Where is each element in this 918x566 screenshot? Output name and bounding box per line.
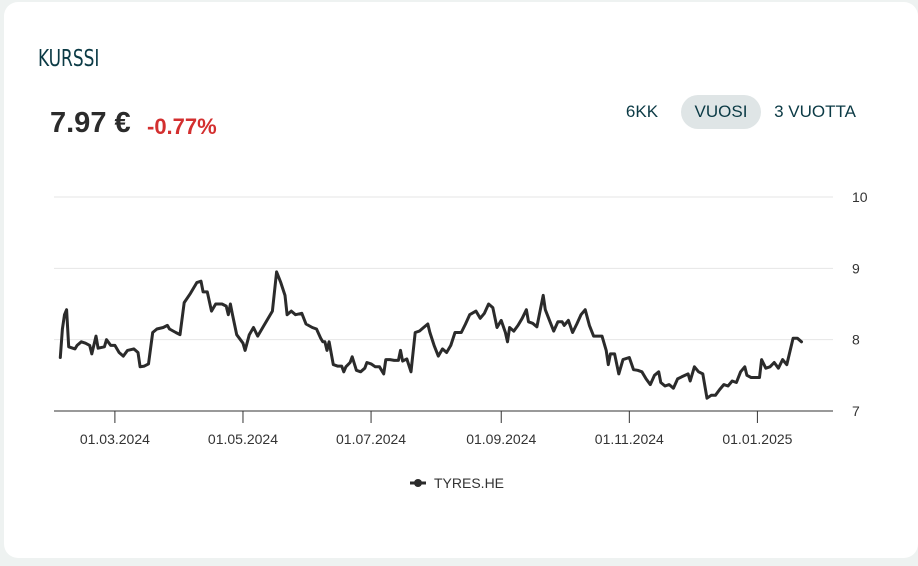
legend[interactable]: TYRES.HE — [410, 475, 504, 491]
y-tick-label: 8 — [852, 332, 860, 348]
legend-swatch-dot — [414, 479, 422, 487]
x-tick-label: 01.01.2025 — [722, 431, 792, 447]
legend-label-tyres-he: TYRES.HE — [434, 475, 504, 491]
tab-vuosi[interactable]: VUOSI — [681, 95, 761, 129]
current-price: 7.97 € — [50, 107, 131, 139]
grid-lines — [54, 196, 833, 341]
y-tick-label: 9 — [852, 260, 860, 276]
x-tick-label: 01.09.2024 — [466, 431, 536, 447]
x-axis-ticks: 01.03.2024 01.05.2024 01.07.2024 01.09.2024… — [80, 411, 793, 447]
x-tick-label: 01.11.2024 — [595, 431, 664, 447]
series-line-tyres-he — [58, 270, 803, 400]
chart-card-title: KURSSI — [38, 46, 100, 72]
y-tick-label: 10 — [852, 189, 868, 205]
tab-6kk[interactable]: 6KK — [625, 102, 659, 121]
y-tick-label: 7 — [852, 403, 860, 419]
x-tick-label: 01.07.2024 — [336, 431, 406, 447]
x-tick-label: 01.03.2024 — [80, 431, 150, 447]
stock-chart-card — [4, 2, 918, 558]
price-change-percent: -0.77% — [147, 114, 217, 139]
x-tick-label: 01.05.2024 — [208, 431, 278, 447]
y-axis-ticks: 7 8 9 10 — [852, 189, 868, 419]
tab-3-vuotta[interactable]: 3 VUOTTA — [774, 102, 856, 121]
